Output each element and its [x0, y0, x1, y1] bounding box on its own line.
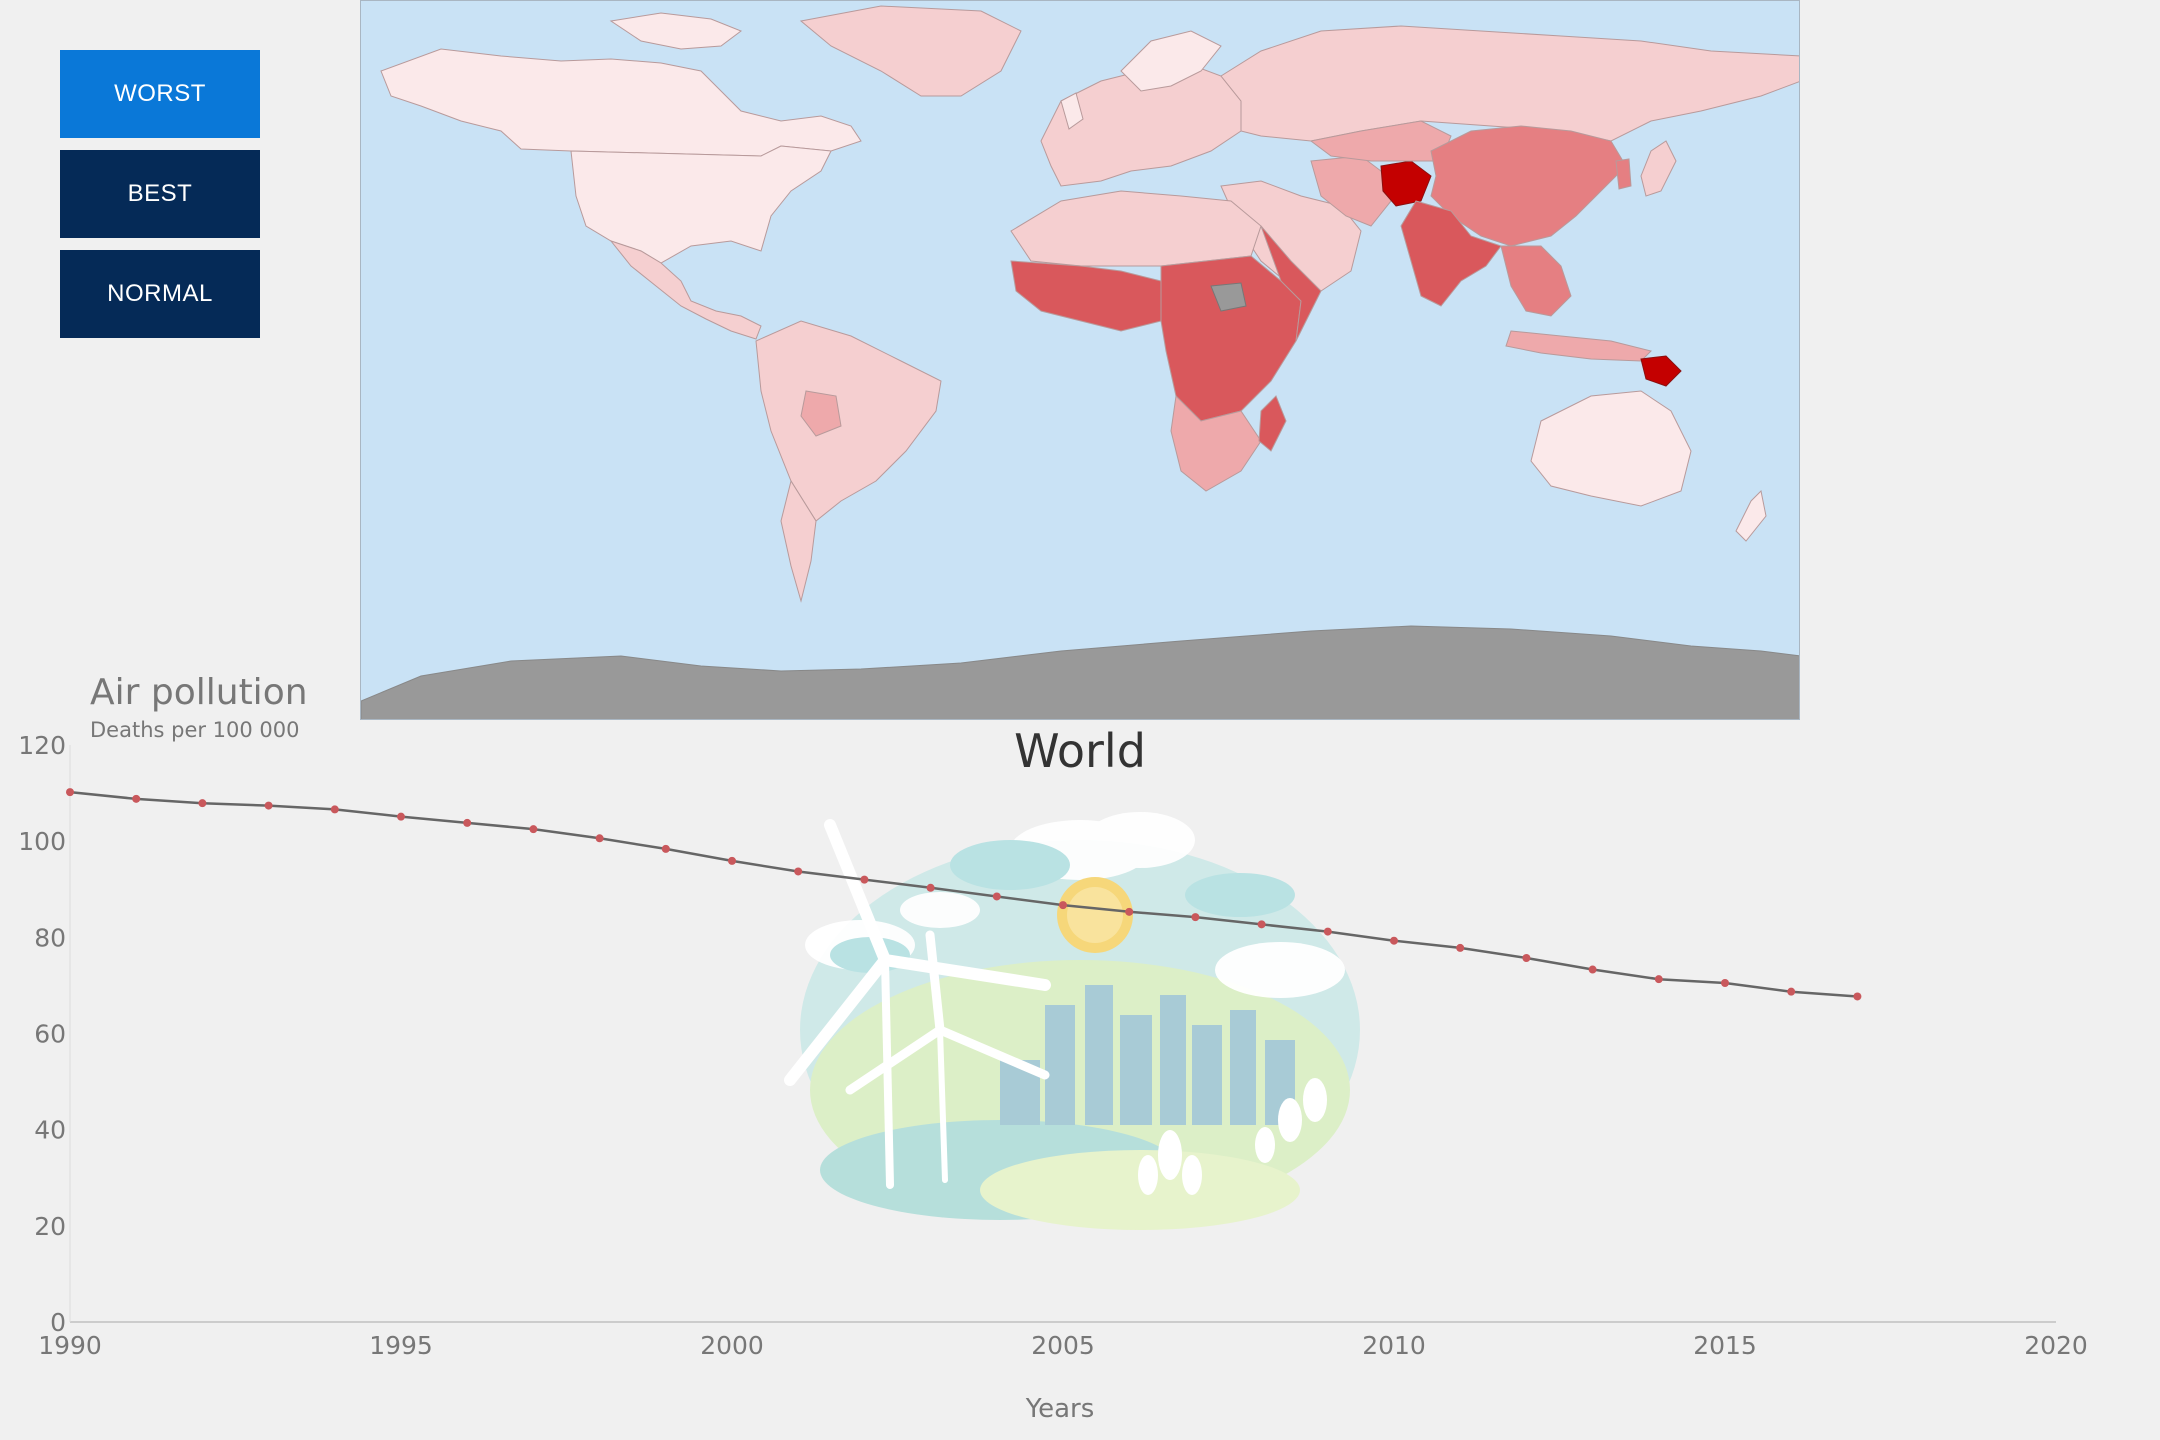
data-point[interactable] [1059, 901, 1067, 910]
data-point[interactable] [1456, 943, 1465, 952]
y-tick-label: 120 [18, 731, 66, 760]
y-tick-label: 20 [34, 1212, 66, 1241]
y-tick-label: 40 [34, 1116, 66, 1145]
data-point[interactable] [66, 788, 74, 797]
data-point[interactable] [132, 794, 141, 803]
wind-turbine-icon [784, 819, 1051, 1189]
country-australia[interactable] [1530, 390, 1692, 507]
country-uk[interactable] [1060, 92, 1084, 130]
data-point[interactable] [330, 805, 339, 814]
country-madagascar[interactable] [1258, 395, 1287, 452]
country-argentina[interactable] [780, 479, 817, 603]
country-bolivia[interactable] [800, 390, 842, 437]
antarctica [361, 625, 1799, 719]
series-line [69, 790, 1858, 998]
series-points [66, 788, 1862, 1001]
normal-button[interactable]: NORMAL [60, 250, 260, 338]
country-scandinavia[interactable] [1120, 30, 1222, 92]
country-korea[interactable] [1615, 158, 1632, 190]
x-tick-label: 2015 [1693, 1331, 1757, 1360]
x-axis-ticks: 1990 1995 2000 2005 2010 2015 2020 [38, 1331, 2088, 1360]
data-point[interactable] [926, 883, 935, 892]
country-brazil[interactable] [755, 320, 942, 522]
x-tick-label: 1995 [369, 1331, 433, 1360]
country-canada-islands [609, 12, 743, 50]
data-point[interactable] [595, 834, 604, 843]
y-tick-label: 0 [50, 1308, 66, 1337]
world-map[interactable] [360, 0, 1800, 720]
country-southeast-asia[interactable] [1500, 245, 1572, 317]
y-axis-ticks: 0 20 40 60 80 100 120 [18, 731, 66, 1337]
data-point[interactable] [264, 801, 273, 810]
illustration-hill-right [980, 1150, 1300, 1230]
data-point[interactable] [992, 892, 1001, 901]
world-map-svg [361, 1, 1800, 719]
data-point[interactable] [463, 818, 472, 827]
best-button[interactable]: BEST [60, 150, 260, 238]
chart-subtitle: Deaths per 100 000 [90, 718, 300, 742]
country-india[interactable] [1400, 200, 1502, 307]
country-canada[interactable] [380, 48, 862, 157]
data-point[interactable] [661, 844, 670, 853]
data-point[interactable] [1787, 987, 1796, 996]
data-point[interactable] [1390, 936, 1398, 945]
x-tick-label: 1990 [38, 1331, 102, 1360]
data-point[interactable] [397, 812, 405, 821]
x-tick-label: 2000 [700, 1331, 764, 1360]
country-russia[interactable] [1220, 25, 1800, 142]
country-new-zealand[interactable] [1735, 489, 1767, 542]
y-tick-label: 60 [34, 1020, 66, 1049]
country-mexico[interactable] [609, 239, 762, 340]
worst-button[interactable]: WORST [60, 50, 260, 138]
country-central-africa[interactable] [1160, 255, 1302, 422]
country-china[interactable] [1430, 125, 1627, 247]
x-tick-label: 2010 [1362, 1331, 1426, 1360]
leaf-icon [1138, 1078, 1327, 1195]
sun-core [1067, 887, 1123, 943]
x-tick-label: 2020 [2024, 1331, 2088, 1360]
data-point[interactable] [1654, 975, 1663, 984]
data-point[interactable] [198, 799, 207, 808]
data-point[interactable] [1588, 965, 1597, 974]
country-southern-africa[interactable] [1170, 394, 1262, 492]
data-point[interactable] [794, 867, 803, 876]
country-papua-new-guinea[interactable] [1640, 355, 1682, 387]
country-west-africa[interactable] [1010, 260, 1162, 332]
country-horn-of-africa[interactable] [1260, 225, 1322, 342]
x-axis-title: Years [1025, 1394, 1095, 1424]
country-usa[interactable] [570, 145, 832, 264]
x-tick-label: 2005 [1031, 1331, 1095, 1360]
y-tick-label: 80 [34, 923, 66, 952]
green-city-illustration [784, 812, 1360, 1230]
y-tick-label: 100 [18, 827, 66, 856]
data-point[interactable] [1721, 979, 1729, 988]
data-point[interactable] [1257, 920, 1266, 929]
country-japan[interactable] [1640, 140, 1677, 197]
country-south-sudan[interactable] [1210, 282, 1247, 312]
chart-title: Air pollution [90, 672, 308, 713]
data-point[interactable] [1522, 954, 1531, 963]
data-point[interactable] [1323, 927, 1332, 936]
data-point[interactable] [529, 825, 538, 834]
data-point[interactable] [1125, 907, 1134, 916]
country-middle-east[interactable] [1220, 180, 1362, 292]
data-point[interactable] [1853, 992, 1862, 1001]
data-point[interactable] [728, 856, 736, 865]
data-point[interactable] [860, 875, 869, 884]
city-buildings [1000, 985, 1295, 1125]
data-point[interactable] [1191, 913, 1200, 922]
country-greenland[interactable] [799, 5, 1022, 97]
region-title: World [1014, 724, 1146, 778]
